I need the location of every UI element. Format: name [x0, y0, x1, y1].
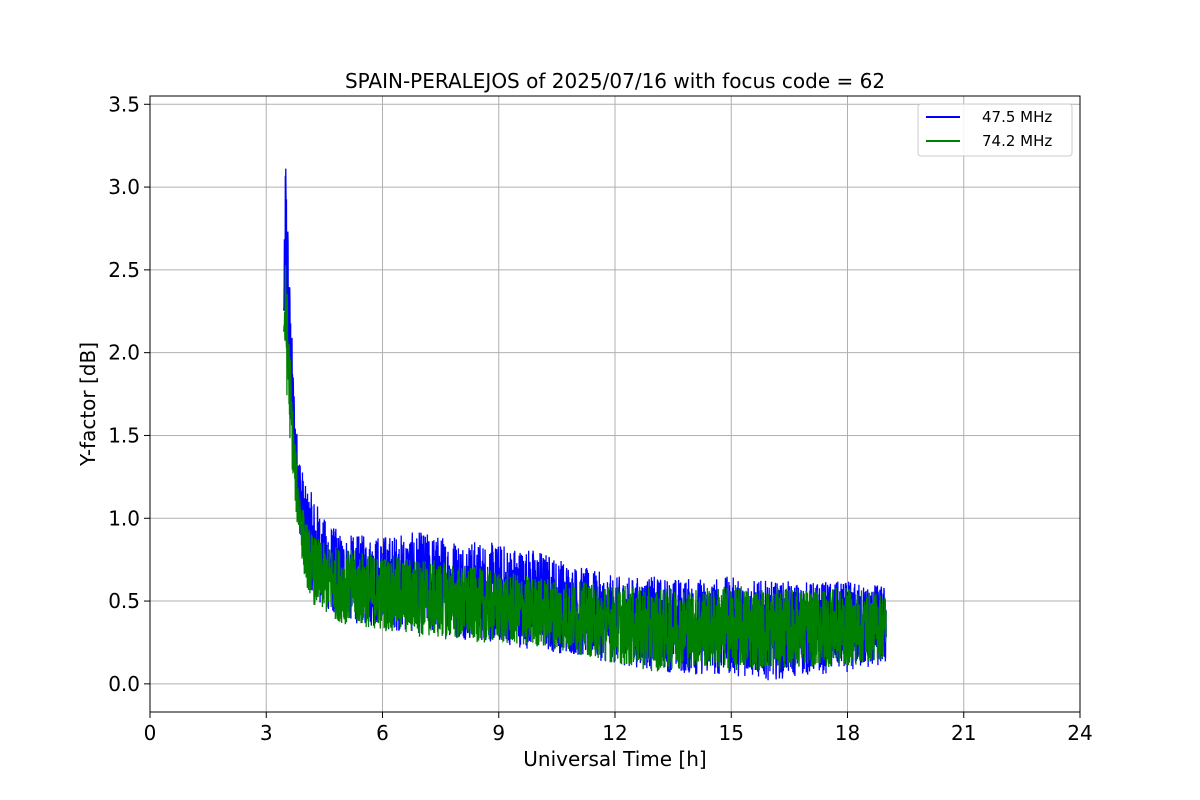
- x-tick-label: 18: [835, 721, 860, 745]
- x-tick-label: 0: [144, 721, 157, 745]
- legend-label-47-5-mhz: 47.5 MHz: [982, 108, 1052, 126]
- series-line-74-2-mhz: [283, 265, 887, 672]
- x-tick-label: 12: [602, 721, 627, 745]
- x-tick-label: 21: [951, 721, 976, 745]
- legend: 47.5 MHz 74.2 MHz: [917, 103, 1073, 157]
- x-axis-label: Universal Time [h]: [523, 747, 706, 771]
- y-axis-ticks: 0.0 0.5 1.0 1.5 2.0 2.5 3.0 3.5: [108, 92, 150, 696]
- y-tick-label: 1.0: [108, 506, 140, 530]
- chart-title: SPAIN-PERALEJOS of 2025/07/16 with focus…: [345, 69, 885, 93]
- y-tick-label: 2.5: [108, 258, 140, 282]
- x-tick-label: 24: [1067, 721, 1092, 745]
- legend-label-74-2-mhz: 74.2 MHz: [982, 132, 1052, 150]
- x-tick-label: 3: [260, 721, 273, 745]
- y-tick-label: 0.0: [108, 672, 140, 696]
- series-layer: [283, 168, 887, 681]
- x-tick-label: 15: [719, 721, 744, 745]
- y-tick-label: 0.5: [108, 589, 140, 613]
- x-axis-ticks: 0 3 6 9 12 15 18 21 24: [144, 712, 1093, 745]
- x-tick-label: 6: [376, 721, 389, 745]
- y-tick-label: 2.0: [108, 341, 140, 365]
- y-axis-label: Y-factor [dB]: [76, 342, 100, 467]
- x-tick-label: 9: [492, 721, 505, 745]
- y-tick-label: 3.0: [108, 175, 140, 199]
- y-tick-label: 1.5: [108, 423, 140, 447]
- y-tick-label: 3.5: [108, 92, 140, 116]
